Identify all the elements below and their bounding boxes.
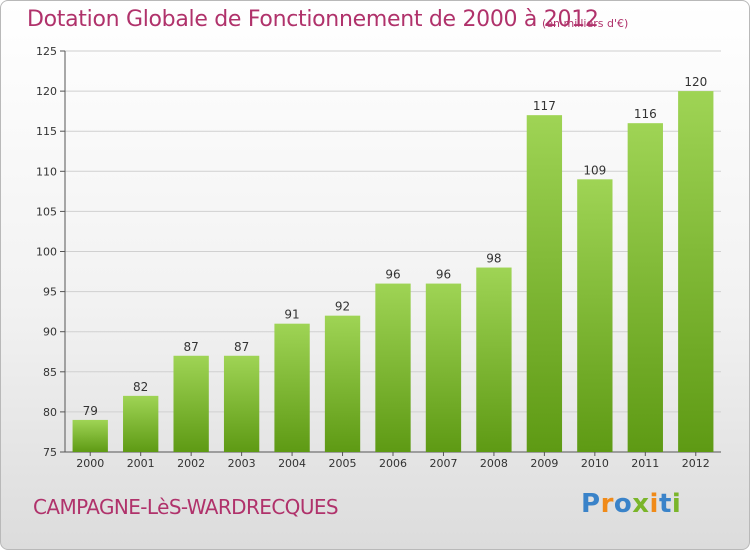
chart-title: Dotation Globale de Fonctionnement de 20… (27, 7, 599, 32)
x-tick-label: 2008 (480, 457, 508, 470)
x-tick-label: 2005 (329, 457, 357, 470)
bar (123, 395, 159, 452)
data-label: 87 (234, 340, 249, 354)
bar (425, 283, 462, 452)
x-tick-label: 2002 (177, 457, 205, 470)
x-tick-label: 2001 (127, 457, 155, 470)
chart-unit: (en milliers d'€) (542, 17, 629, 30)
data-label: 116 (634, 107, 657, 121)
x-tick-label: 2012 (682, 457, 710, 470)
data-label: 117 (533, 99, 556, 113)
y-tick-label: 120 (36, 85, 57, 98)
bar (476, 267, 512, 452)
bar (223, 355, 260, 452)
x-tick-label: 2000 (76, 457, 104, 470)
data-label: 96 (385, 268, 400, 282)
x-tick-label: 2007 (429, 457, 457, 470)
bar (678, 91, 714, 452)
data-label: 96 (436, 268, 451, 282)
data-label: 98 (486, 252, 501, 266)
bar (173, 355, 209, 452)
data-label: 91 (284, 308, 299, 322)
y-tick-label: 75 (43, 446, 57, 459)
x-tick-label: 2011 (631, 457, 659, 470)
bar (526, 115, 563, 452)
y-tick-label: 125 (36, 45, 57, 58)
y-tick-label: 100 (36, 246, 57, 259)
x-tick-label: 2009 (530, 457, 558, 470)
x-tick-label: 2003 (228, 457, 256, 470)
y-tick-label: 90 (43, 326, 57, 339)
bar (577, 179, 613, 452)
bar (375, 283, 411, 452)
y-tick-label: 115 (36, 125, 57, 138)
bar (274, 323, 310, 452)
commune-name: CAMPAGNE-LèS-WARDRECQUES (33, 495, 339, 519)
bar (627, 123, 663, 453)
y-tick-label: 85 (43, 366, 57, 379)
bar (324, 315, 361, 452)
bar (72, 419, 108, 452)
x-tick-label: 2010 (581, 457, 609, 470)
y-tick-label: 80 (43, 406, 57, 419)
data-label: 87 (184, 340, 199, 354)
y-tick-label: 110 (36, 165, 57, 178)
data-label: 82 (133, 380, 148, 394)
data-label: 79 (83, 404, 98, 418)
data-label: 92 (335, 300, 350, 314)
proxiti-logo: Proxiti (581, 489, 682, 519)
y-tick-label: 105 (36, 205, 57, 218)
y-tick-label: 95 (43, 286, 57, 299)
x-tick-label: 2006 (379, 457, 407, 470)
data-label: 120 (684, 75, 707, 89)
x-tick-label: 2004 (278, 457, 306, 470)
data-label: 109 (583, 163, 606, 177)
